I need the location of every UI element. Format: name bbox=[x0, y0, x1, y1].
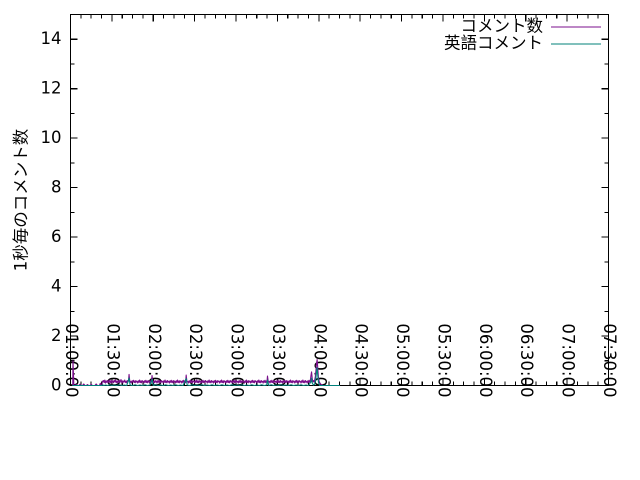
x-tick-label: 02:30:00 bbox=[186, 323, 205, 397]
y-axis-ticks-group: 0 2 4 6 8 10 12 14 bbox=[41, 29, 609, 395]
legend-label-2: 英語コメント bbox=[444, 34, 543, 53]
y-tick-label: 10 bbox=[41, 128, 62, 147]
x-tick-label: 05:30:00 bbox=[434, 323, 453, 397]
x-axis-ticks-group: 01:00:00 01:30:00 02:00:00 02:30:00 03:00:00… bbox=[62, 14, 619, 398]
y-tick-label: 8 bbox=[51, 178, 62, 197]
x-tick-label: 05:00:00 bbox=[393, 323, 412, 397]
series-line-2 bbox=[72, 367, 341, 387]
x-tick-label: 03:30:00 bbox=[269, 323, 288, 397]
y-tick-label: 6 bbox=[51, 227, 62, 246]
y-axis-title-group: 1秒毎のコメント数 bbox=[12, 128, 31, 271]
y-axis-title: 1秒毎のコメント数 bbox=[12, 128, 31, 271]
x-tick-label: 01:30:00 bbox=[103, 323, 122, 397]
x-tick-label: 04:00:00 bbox=[310, 323, 329, 397]
x-tick-label: 07:30:00 bbox=[600, 323, 619, 397]
data-series-group bbox=[72, 358, 341, 387]
x-tick-label: 06:00:00 bbox=[476, 323, 495, 397]
y-tick-label: 0 bbox=[51, 376, 62, 395]
y-tick-label: 14 bbox=[41, 29, 62, 48]
y-tick-label: 12 bbox=[41, 79, 62, 98]
x-tick-label: 04:30:00 bbox=[352, 323, 371, 397]
legend-label-1: コメント数 bbox=[461, 17, 544, 36]
x-tick-label: 01:00:00 bbox=[62, 323, 81, 397]
y-tick-label: 4 bbox=[51, 277, 62, 296]
x-tick-label: 03:00:00 bbox=[228, 323, 247, 397]
y-tick-label: 2 bbox=[51, 326, 62, 345]
x-tick-label: 07:00:00 bbox=[559, 323, 578, 397]
x-tick-label: 02:00:00 bbox=[145, 323, 164, 397]
series-line-1 bbox=[72, 358, 341, 387]
x-tick-label: 06:30:00 bbox=[517, 323, 536, 397]
